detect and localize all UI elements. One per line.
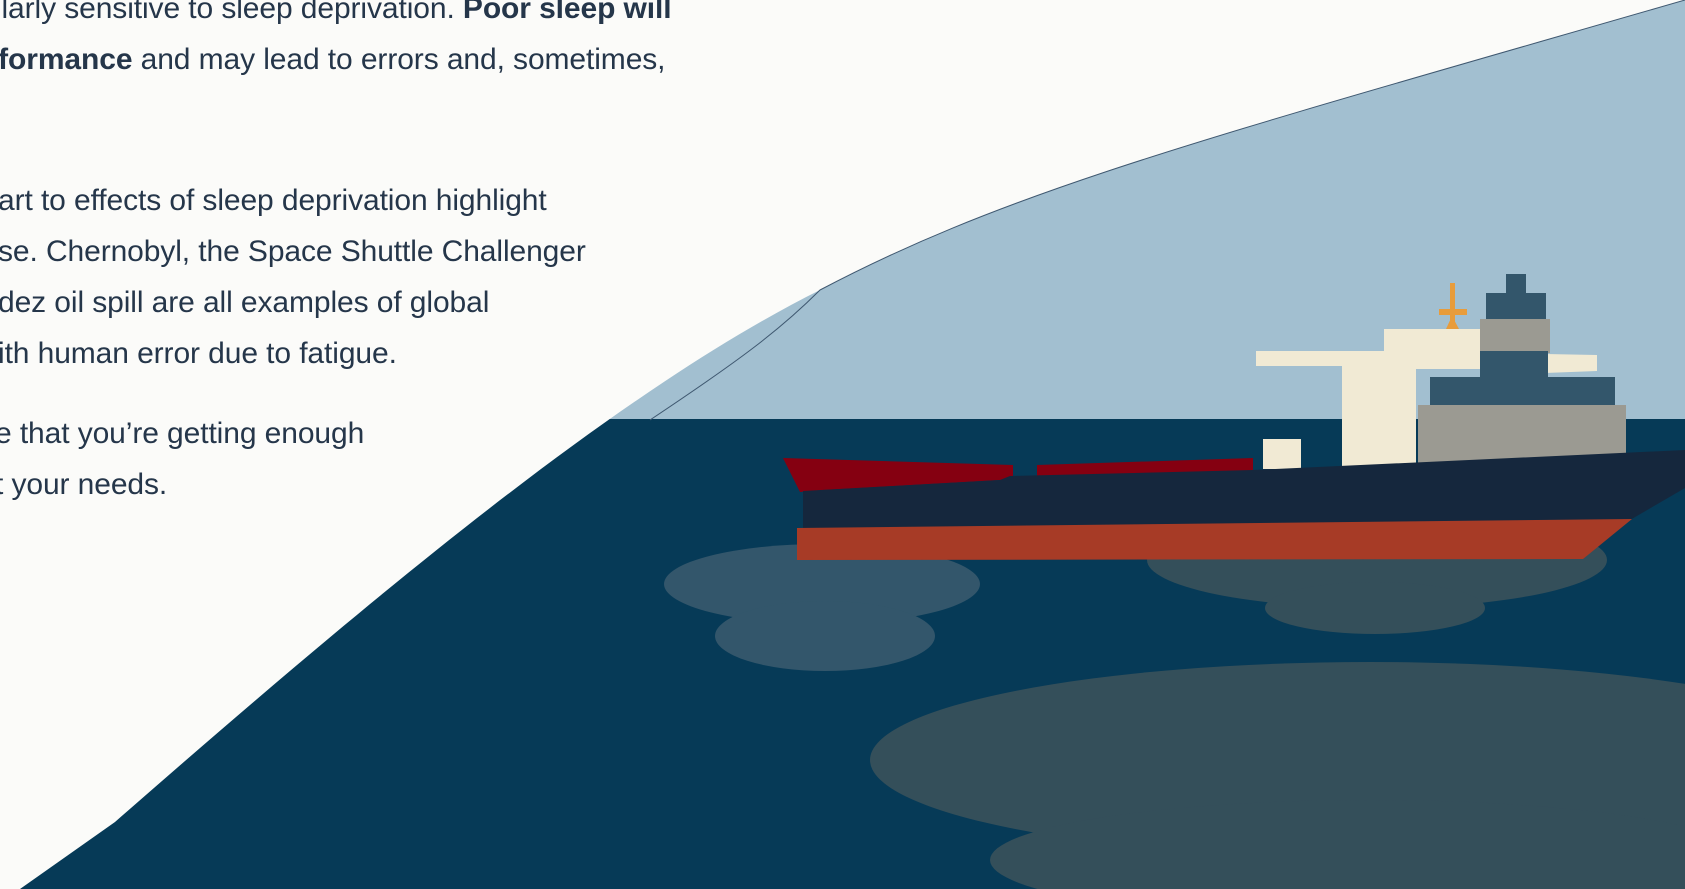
funnel	[1486, 293, 1546, 321]
bridge-wing	[1256, 351, 1388, 366]
deck-house-small	[1263, 439, 1301, 469]
oil-slick-small-left-lower	[715, 601, 935, 671]
superstructure-cream-top	[1384, 329, 1486, 369]
dome-edge	[649, 0, 1685, 421]
superstructure-blue-lower	[1430, 377, 1615, 407]
oil-slick-mid-lower	[1265, 582, 1485, 634]
bridge-wing-right	[1545, 354, 1597, 373]
deck-red-bow	[783, 458, 1013, 492]
oil-slick-large	[870, 662, 1685, 858]
mast	[1450, 283, 1455, 327]
hull-upper	[803, 450, 1685, 530]
funnel-top	[1506, 274, 1526, 294]
oil-slick-large-lower	[990, 800, 1685, 889]
hull-lower	[797, 519, 1632, 560]
mast-base	[1446, 316, 1459, 329]
oil-slick-small-left	[664, 544, 980, 624]
funnel-base	[1480, 319, 1550, 353]
superstructure-blue	[1480, 351, 1548, 381]
superstructure-cream-tall	[1342, 364, 1416, 474]
mast-crossbar	[1439, 309, 1467, 315]
